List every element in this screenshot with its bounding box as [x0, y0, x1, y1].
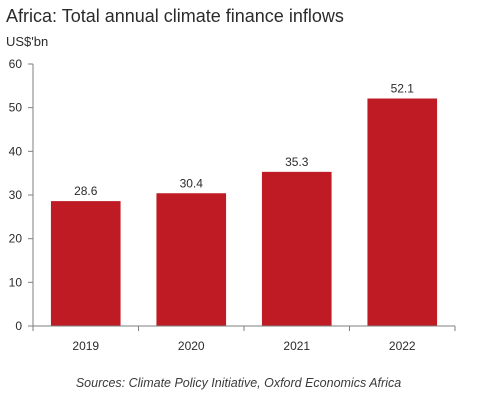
source-note: Sources: Climate Policy Initiative, Oxfo…	[75, 376, 402, 390]
y-tick-label-10: 10	[9, 275, 23, 289]
y-tick-label-20: 20	[9, 232, 23, 246]
x-tick-label-2021: 2021	[283, 339, 310, 353]
y-tick-label-60: 60	[9, 57, 23, 71]
y-axis-unit-label: US$'bn	[6, 34, 49, 49]
bar-2020	[156, 193, 227, 326]
chart-title: Africa: Total annual climate finance inf…	[6, 6, 344, 26]
data-label-2022: 52.1	[391, 82, 415, 96]
bar-2019	[50, 201, 121, 326]
data-label-2019: 28.6	[74, 184, 98, 198]
bar-2021	[261, 171, 332, 326]
y-tick-label-50: 50	[9, 101, 23, 115]
bar-2022	[367, 98, 438, 326]
y-tick-label-0: 0	[15, 319, 22, 333]
y-tick-label-30: 30	[9, 188, 23, 202]
x-tick-label-2022: 2022	[389, 339, 416, 353]
x-tick-label-2019: 2019	[72, 339, 99, 353]
x-tick-label-2020: 2020	[178, 339, 205, 353]
data-label-2021: 35.3	[285, 155, 309, 169]
data-label-2020: 30.4	[180, 176, 204, 190]
y-tick-label-40: 40	[9, 144, 23, 158]
